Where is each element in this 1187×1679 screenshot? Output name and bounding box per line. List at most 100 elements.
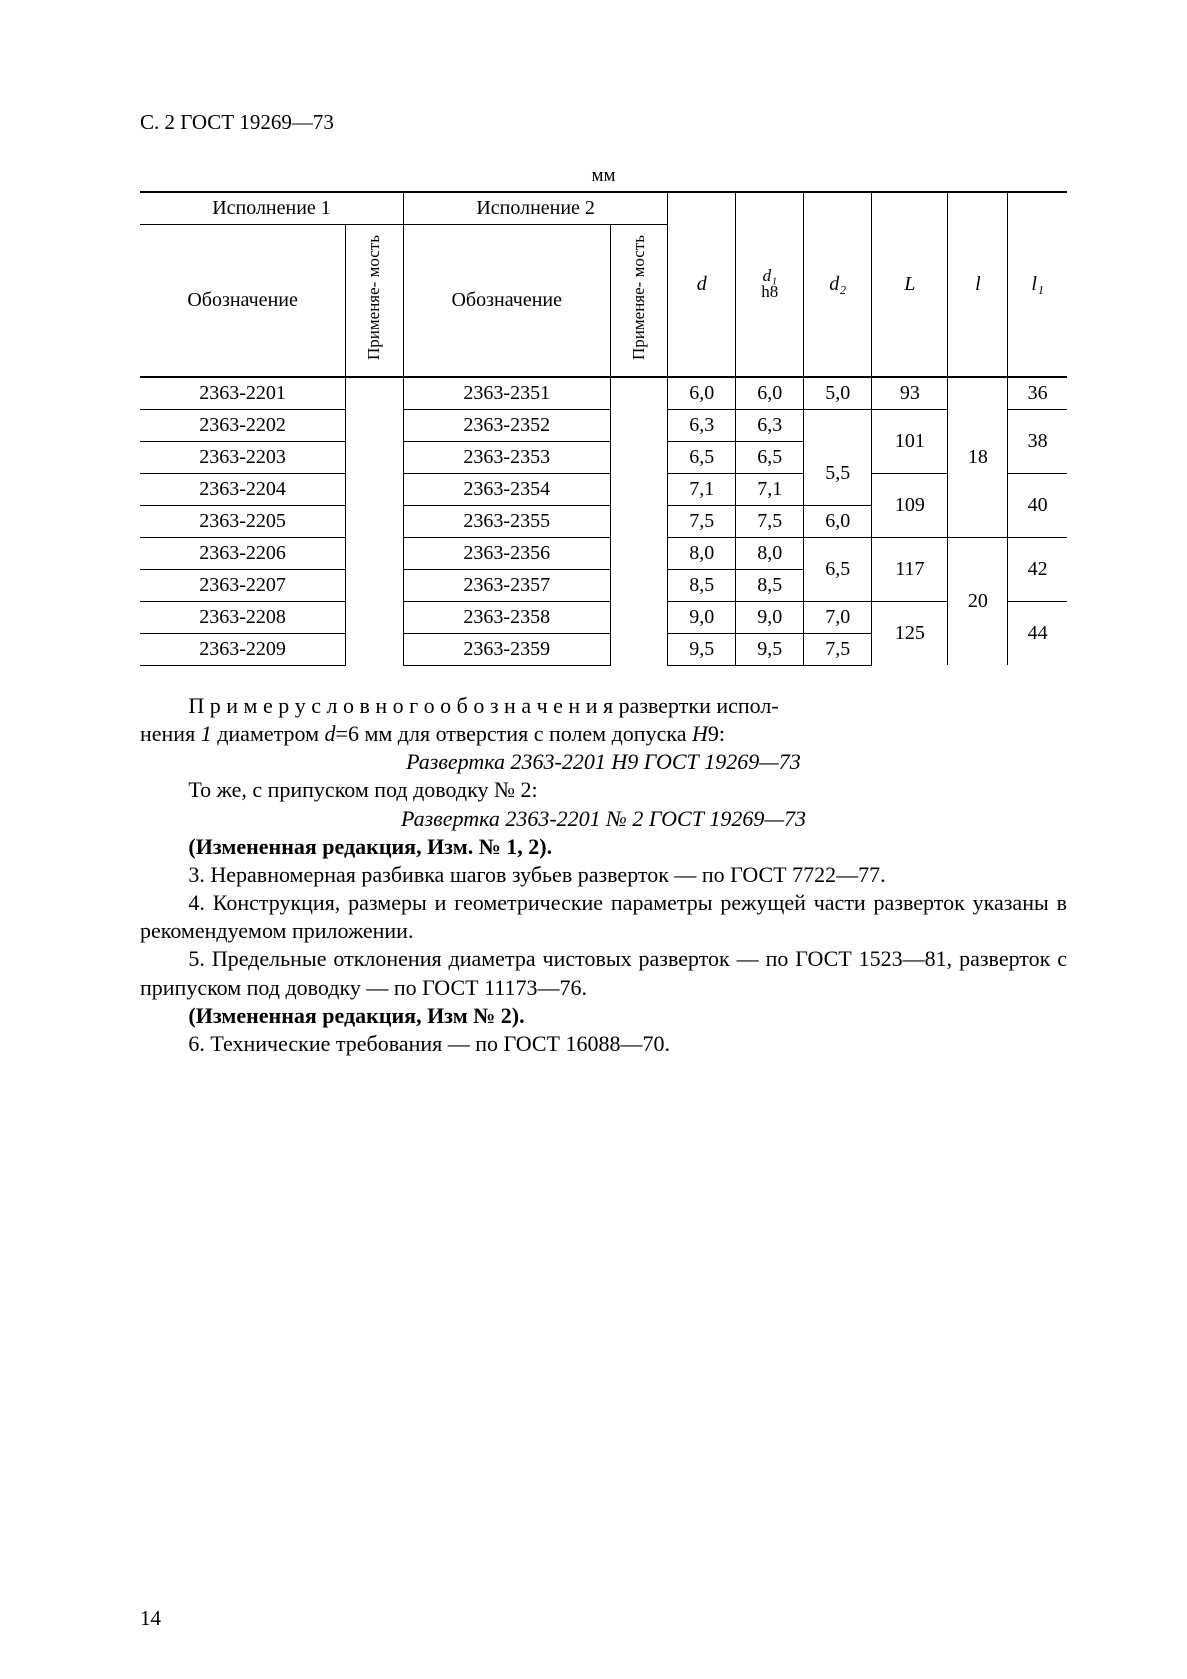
table-cell: 6,0 (668, 377, 736, 410)
table-cell: 2363-2208 (140, 601, 346, 633)
col-applicability-2: Применяе- мость (610, 225, 668, 377)
table-cell: 2363-2355 (403, 505, 610, 537)
table-cell (346, 601, 404, 633)
t1a: П р и м е р у с л о в н о г о о б о з н … (188, 693, 778, 718)
table-cell: 8,0 (736, 537, 804, 569)
page: С. 2 ГОСТ 19269—73 мм Исполнение 1 Испол… (0, 0, 1187, 1679)
table-cell (346, 441, 404, 473)
table-cell: 109 (872, 473, 948, 537)
para-6: 6. Технические требования — по ГОСТ 1608… (140, 1030, 1067, 1058)
t1c: диаметром (212, 721, 325, 746)
table-cell: 5,0 (804, 377, 872, 410)
body-text: П р и м е р у с л о в н о г о о б о з н … (140, 692, 1067, 1058)
table-cell: 5,5 (804, 441, 872, 505)
col-l: l (948, 192, 1008, 377)
table-cell: 8,0 (668, 537, 736, 569)
table-cell (610, 569, 668, 601)
col-designation-2: Обозначение (403, 225, 610, 377)
table-cell: 2363-2358 (403, 601, 610, 633)
table-cell (610, 537, 668, 569)
col-applicability-2-label: Применяе- мость (630, 229, 649, 366)
table-cell: 2363-2352 (403, 409, 610, 441)
table-cell (610, 505, 668, 537)
table-cell: 9,5 (736, 633, 804, 665)
table-row: 2363-22022363-23526,36,310138 (140, 409, 1067, 441)
table-cell: 7,5 (668, 505, 736, 537)
table-cell: 7,0 (804, 601, 872, 633)
table-cell (346, 409, 404, 441)
table-body: 2363-22012363-23516,06,05,09318362363-22… (140, 377, 1067, 666)
col-group-2: Исполнение 2 (403, 192, 667, 225)
amend-2: (Измененная редакция, Изм № 2). (140, 1002, 1067, 1030)
table-cell: 2363-2205 (140, 505, 346, 537)
table-cell (804, 409, 872, 441)
t1b: нения (140, 721, 201, 746)
table-cell: 8,5 (736, 569, 804, 601)
example-2: Развертка 2363-2201 № 2 ГОСТ 19269—73 (140, 805, 1067, 833)
amend-1: (Измененная редакция, Изм. № 1, 2). (140, 833, 1067, 861)
table-cell (346, 505, 404, 537)
table-cell (346, 473, 404, 505)
col-L: L (872, 192, 948, 377)
para-3: 3. Неравномерная разбивка шагов зубьев р… (140, 861, 1067, 889)
table-cell (610, 633, 668, 665)
example-1: Развертка 2363-2201 Н9 ГОСТ 19269—73 (140, 748, 1067, 776)
table-cell (346, 377, 404, 410)
table-cell: 7,1 (736, 473, 804, 505)
table-cell: 6,0 (736, 377, 804, 410)
table-cell: 20 (948, 537, 1008, 665)
page-number: 14 (140, 1606, 161, 1631)
col-applicability-1: Применяе- мость (346, 225, 404, 377)
table-row: 2363-22062363-23568,08,06,51172042 (140, 537, 1067, 569)
table-cell: 2363-2357 (403, 569, 610, 601)
table-cell: 44 (1008, 601, 1067, 665)
table-cell (610, 473, 668, 505)
table-cell (346, 633, 404, 665)
table-cell: 2363-2202 (140, 409, 346, 441)
d-sym: d (325, 721, 336, 746)
dimensions-table: Исполнение 1 Исполнение 2 d d₁h8 d₂ L l … (140, 191, 1067, 666)
running-header: С. 2 ГОСТ 19269—73 (140, 110, 1067, 135)
para-4: 4. Конструкция, размеры и геометрические… (140, 889, 1067, 945)
t1e: 9: (708, 721, 725, 746)
table-cell: 6,5 (668, 441, 736, 473)
table-cell: 6,5 (736, 441, 804, 473)
table-cell: 9,0 (736, 601, 804, 633)
col-d: d (668, 192, 736, 377)
table-cell (346, 569, 404, 601)
col-group-1: Исполнение 1 (140, 192, 403, 225)
table-cell: 2363-2207 (140, 569, 346, 601)
table-cell: 2363-2354 (403, 473, 610, 505)
table-cell: 93 (872, 377, 948, 410)
col-d1-bot: h8 (761, 284, 778, 300)
table-cell: 7,5 (736, 505, 804, 537)
table-cell: 6,3 (736, 409, 804, 441)
t1d: =6 мм для отверстия с полем допуска (336, 721, 692, 746)
table-cell (610, 601, 668, 633)
col-l1: l₁ (1008, 192, 1067, 377)
para-5: 5. Предельные отклонения диаметра чистов… (140, 945, 1067, 1001)
table-cell: 117 (872, 537, 948, 601)
table-cell (610, 441, 668, 473)
table-cell: 2363-2203 (140, 441, 346, 473)
table-cell: 2363-2206 (140, 537, 346, 569)
table-cell (610, 377, 668, 410)
table-cell: 8,5 (668, 569, 736, 601)
table-cell: 6,3 (668, 409, 736, 441)
table-cell: 9,5 (668, 633, 736, 665)
table-row: 2363-22012363-23516,06,05,0931836 (140, 377, 1067, 410)
table-unit-caption: мм (140, 165, 1067, 187)
table-cell: 125 (872, 601, 948, 665)
table-cell: 40 (1008, 473, 1067, 537)
table-cell: 2363-2356 (403, 537, 610, 569)
table-cell: 6,5 (804, 537, 872, 601)
table-cell: 9,0 (668, 601, 736, 633)
H-sym: Н (692, 721, 708, 746)
col-d2: d₂ (804, 192, 872, 377)
table-cell: 2363-2353 (403, 441, 610, 473)
one: 1 (201, 721, 212, 746)
table-cell: 2363-2351 (403, 377, 610, 410)
table-row: 2363-22082363-23589,09,07,012544 (140, 601, 1067, 633)
table-row: 2363-22042363-23547,17,110940 (140, 473, 1067, 505)
col-applicability-1-label: Применяе- мость (365, 229, 384, 366)
